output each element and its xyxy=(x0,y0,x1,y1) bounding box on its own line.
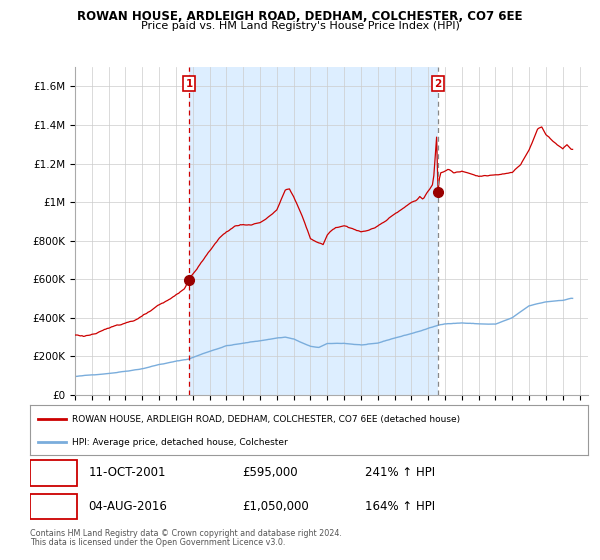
Text: ROWAN HOUSE, ARDLEIGH ROAD, DEDHAM, COLCHESTER, CO7 6EE (detached house): ROWAN HOUSE, ARDLEIGH ROAD, DEDHAM, COLC… xyxy=(72,415,460,424)
Bar xyxy=(189,67,438,395)
Text: HPI: Average price, detached house, Colchester: HPI: Average price, detached house, Colc… xyxy=(72,438,287,447)
FancyBboxPatch shape xyxy=(30,494,77,519)
Text: 1: 1 xyxy=(185,78,193,88)
Text: 241% ↑ HPI: 241% ↑ HPI xyxy=(365,466,435,479)
Text: 04-AUG-2016: 04-AUG-2016 xyxy=(89,500,167,513)
Text: This data is licensed under the Open Government Licence v3.0.: This data is licensed under the Open Gov… xyxy=(30,538,286,547)
Text: 164% ↑ HPI: 164% ↑ HPI xyxy=(365,500,435,513)
Text: Contains HM Land Registry data © Crown copyright and database right 2024.: Contains HM Land Registry data © Crown c… xyxy=(30,529,342,538)
FancyBboxPatch shape xyxy=(30,460,77,486)
Text: 2: 2 xyxy=(434,78,442,88)
Text: Price paid vs. HM Land Registry's House Price Index (HPI): Price paid vs. HM Land Registry's House … xyxy=(140,21,460,31)
Text: £595,000: £595,000 xyxy=(242,466,298,479)
Text: 2: 2 xyxy=(50,500,58,513)
Text: ROWAN HOUSE, ARDLEIGH ROAD, DEDHAM, COLCHESTER, CO7 6EE: ROWAN HOUSE, ARDLEIGH ROAD, DEDHAM, COLC… xyxy=(77,10,523,23)
Text: 1: 1 xyxy=(50,466,58,479)
Text: 11-OCT-2001: 11-OCT-2001 xyxy=(89,466,166,479)
Text: £1,050,000: £1,050,000 xyxy=(242,500,309,513)
